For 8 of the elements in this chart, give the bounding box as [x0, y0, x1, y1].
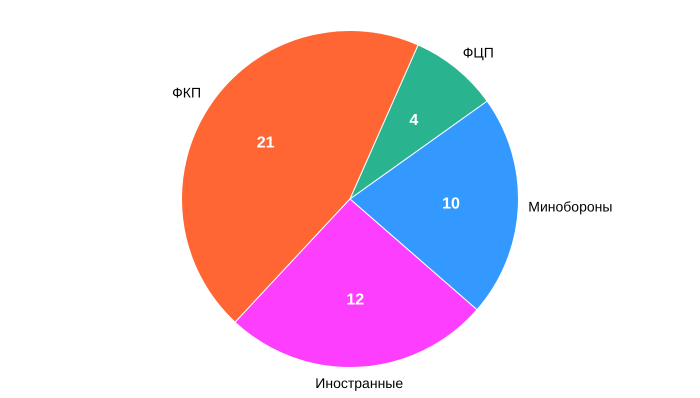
- slice-label: Иностранные: [315, 375, 404, 392]
- data-label: 21: [256, 134, 275, 152]
- slice-label: ФЦП: [462, 44, 494, 60]
- data-label: 12: [346, 291, 364, 308]
- slice-label: ФКП: [172, 84, 202, 101]
- slice-label: Минобороны: [528, 198, 612, 215]
- data-label: 10: [442, 195, 460, 212]
- data-label: 4: [409, 112, 418, 130]
